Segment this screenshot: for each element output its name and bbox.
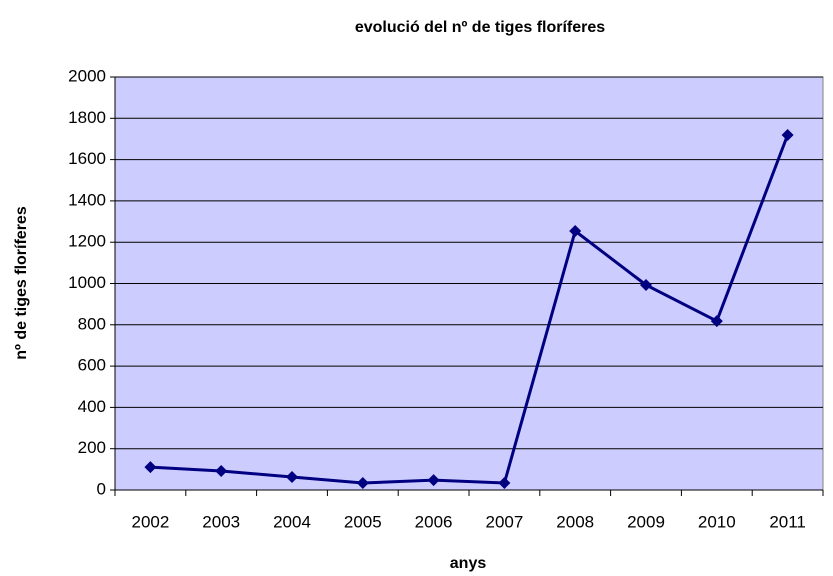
y-tick-label: 200 [78, 438, 106, 457]
y-tick-label: 1000 [68, 273, 106, 292]
y-tick-label: 1600 [68, 149, 106, 168]
x-tick-label: 2005 [344, 512, 382, 531]
chart-title: evolució del nº de tiges floríferes [355, 19, 605, 36]
data-point [569, 225, 582, 238]
series-line [150, 134, 790, 485]
data-point [427, 474, 440, 487]
y-tick-label: 800 [78, 314, 106, 333]
x-tick-label: 2006 [415, 512, 453, 531]
y-tick-label: 1200 [68, 232, 106, 251]
x-tick-label: 2009 [627, 512, 665, 531]
y-tick-label: 2000 [68, 66, 106, 85]
x-axis-label: anys [450, 555, 487, 572]
x-tick-label: 2010 [698, 512, 736, 531]
data-point [710, 315, 723, 328]
data-point [356, 476, 369, 489]
y-tick-label: 400 [78, 397, 106, 416]
data-point [215, 465, 228, 478]
y-tick-label: 600 [78, 356, 106, 375]
data-point [286, 470, 298, 483]
y-axis-label: nº de tiges floríferes [13, 206, 30, 360]
x-tick-label: 2002 [131, 512, 169, 531]
x-tick-label: 2008 [556, 512, 594, 531]
data-point [640, 278, 652, 291]
data-point [781, 129, 794, 142]
y-tick-label: 0 [97, 479, 106, 498]
y-tick-label: 1400 [68, 190, 106, 209]
y-tick-label: 1800 [68, 108, 106, 127]
x-tick-label: 2003 [202, 512, 240, 531]
data-point [144, 461, 157, 474]
x-tick-label: 2011 [769, 512, 806, 531]
x-tick-label: 2004 [273, 512, 311, 531]
data-point [498, 476, 511, 489]
x-tick-label: 2007 [485, 512, 523, 531]
